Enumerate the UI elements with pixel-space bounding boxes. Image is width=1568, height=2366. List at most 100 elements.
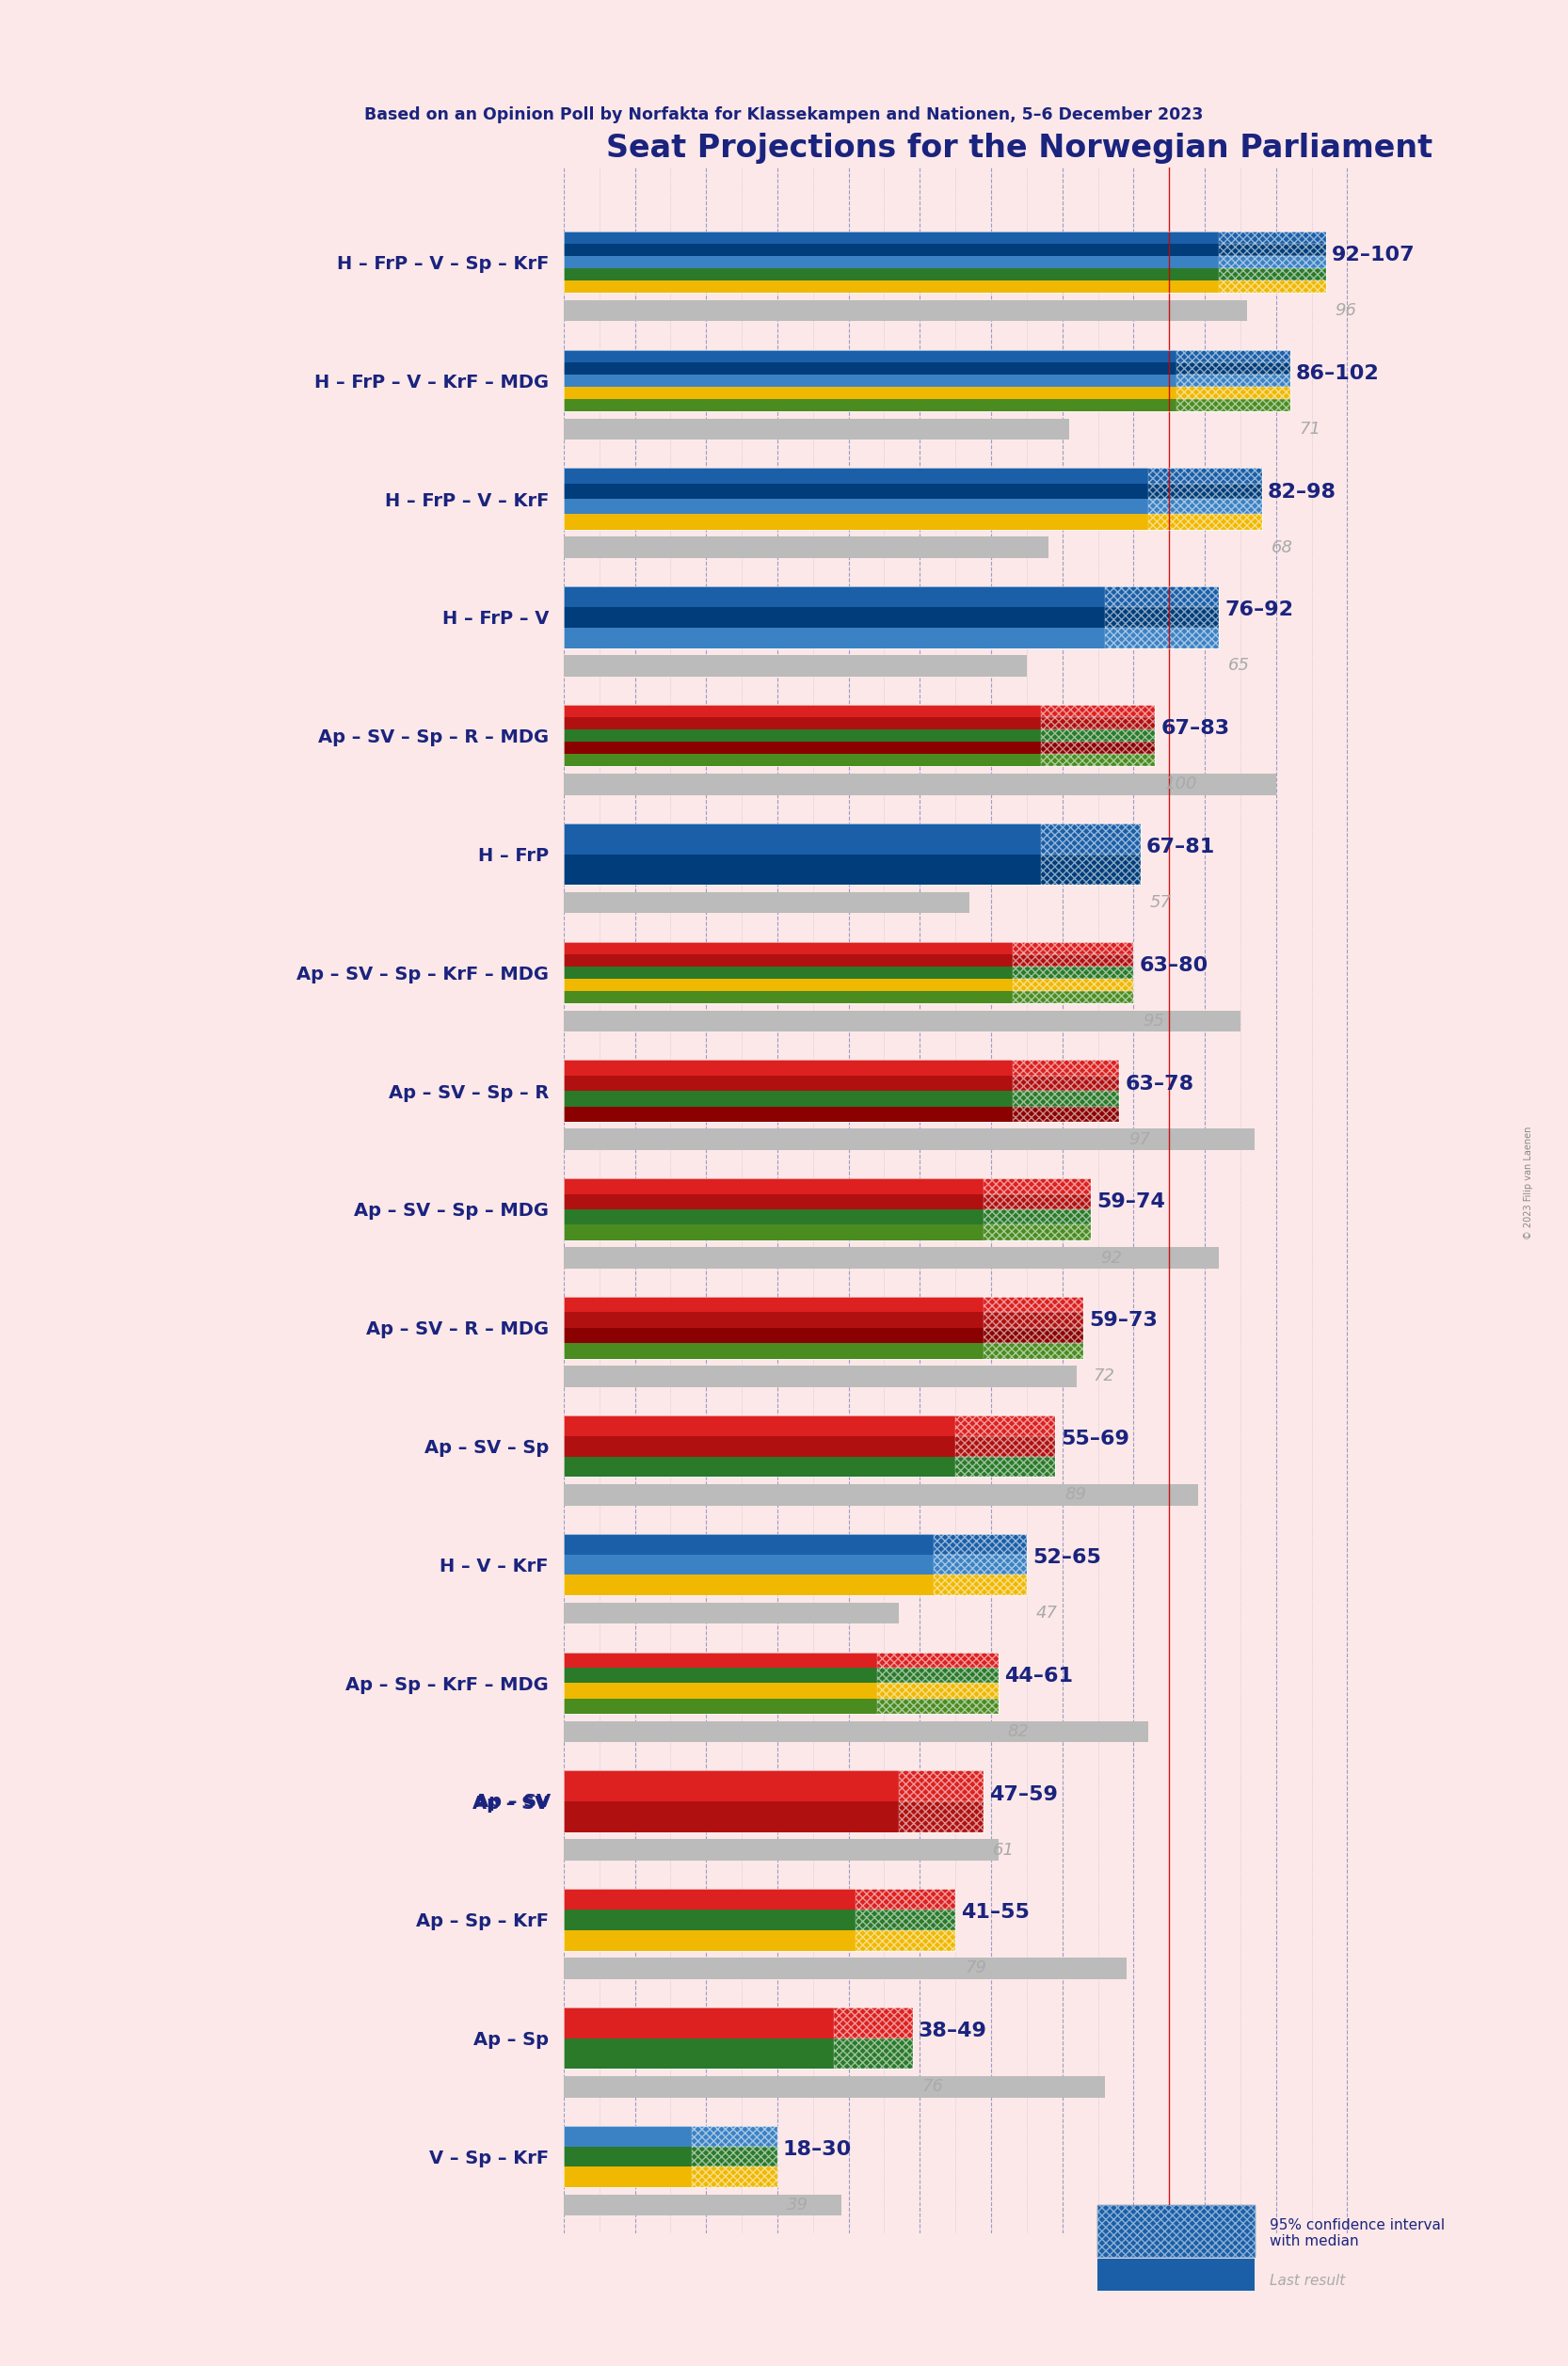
Bar [1176,350,1290,362]
Text: 38–49: 38–49 [919,2021,986,2039]
Bar [1105,587,1218,608]
Bar [1013,942,1134,953]
Bar [563,1178,985,1195]
Bar [1218,267,1327,282]
Bar [563,1010,1240,1032]
Bar [1148,468,1262,483]
Bar [985,1327,1083,1344]
Text: Ap – SV: Ap – SV [474,1793,550,1810]
Bar [563,823,1041,854]
Bar [955,1415,1055,1436]
Bar [563,1209,985,1226]
Bar [1218,256,1327,267]
Bar [1148,499,1262,513]
Bar [877,1651,999,1668]
Bar [1218,244,1327,256]
Bar [1148,483,1262,499]
Bar [563,1651,999,1713]
Text: 44–61: 44–61 [1004,1666,1073,1685]
Text: 92–107: 92–107 [1331,246,1414,265]
Bar [563,942,1013,953]
Bar [563,627,1105,648]
Bar [985,1178,1091,1195]
Bar [1105,627,1218,648]
Bar [563,1436,955,1457]
Text: © 2023 Filip van Laenen: © 2023 Filip van Laenen [1524,1126,1534,1240]
Bar [1218,267,1327,282]
Bar [563,1668,877,1682]
Bar [1013,953,1134,965]
Bar [563,1957,1126,1978]
Bar [1218,282,1327,293]
Bar [563,1247,1218,1268]
Bar [563,2167,691,2189]
Bar [1041,755,1156,767]
Text: 76: 76 [922,2077,944,2096]
Bar [563,1576,935,1595]
Bar [1013,1060,1120,1077]
Bar [563,1602,898,1623]
Bar [563,1077,1013,1091]
Bar [1176,362,1290,374]
Bar [1041,854,1140,885]
Bar [955,1436,1055,1457]
Bar [898,1770,985,1801]
Bar [563,350,1290,412]
Bar [877,1668,999,1682]
Text: 89: 89 [1065,1486,1087,1502]
Text: 71: 71 [1300,421,1322,438]
Bar [563,729,1041,743]
Bar [1105,587,1218,608]
Bar [1176,374,1290,386]
Bar [1041,823,1140,854]
Bar [985,1313,1083,1327]
Bar [955,1457,1055,1476]
Bar [563,774,1276,795]
Bar [1013,991,1134,1003]
Bar [563,854,1041,885]
Bar [877,1682,999,1699]
Bar [563,1297,985,1313]
Bar [1176,400,1290,412]
Bar [1148,513,1262,530]
Bar [563,232,1218,244]
Bar [563,1533,1027,1595]
Text: 95% confidence interval
with median: 95% confidence interval with median [1270,2219,1446,2248]
Text: 76–92: 76–92 [1225,601,1294,620]
Bar [1041,755,1156,767]
Bar [985,1195,1091,1209]
Bar [985,1226,1091,1240]
Bar [1041,705,1156,717]
Text: 59–74: 59–74 [1096,1192,1165,1211]
Bar [935,1554,1027,1576]
Bar [563,1415,955,1436]
Bar [563,537,1047,558]
Bar [856,1888,955,1909]
Bar [1013,980,1134,991]
Bar [1105,608,1218,627]
Text: 47: 47 [1036,1604,1057,1621]
Bar [563,1415,1055,1476]
Bar [563,991,1013,1003]
Bar [563,419,1069,440]
Text: 67–83: 67–83 [1160,719,1229,738]
Bar [1041,743,1156,755]
Bar [563,965,1013,980]
Bar [877,1682,999,1699]
Bar [563,1720,1148,1741]
Bar [563,655,1027,677]
Bar [1105,608,1218,627]
Bar [563,232,1327,293]
Bar [1013,1091,1120,1107]
Bar [985,1297,1083,1313]
Bar [563,717,1041,729]
Bar [1013,953,1134,965]
Bar [691,2167,778,2189]
Bar [1041,705,1156,717]
Bar [563,267,1218,282]
Bar [856,1931,955,1950]
Bar [563,1107,1013,1121]
Text: 57: 57 [1149,894,1171,911]
Bar [985,1226,1091,1240]
Bar [1218,282,1327,293]
